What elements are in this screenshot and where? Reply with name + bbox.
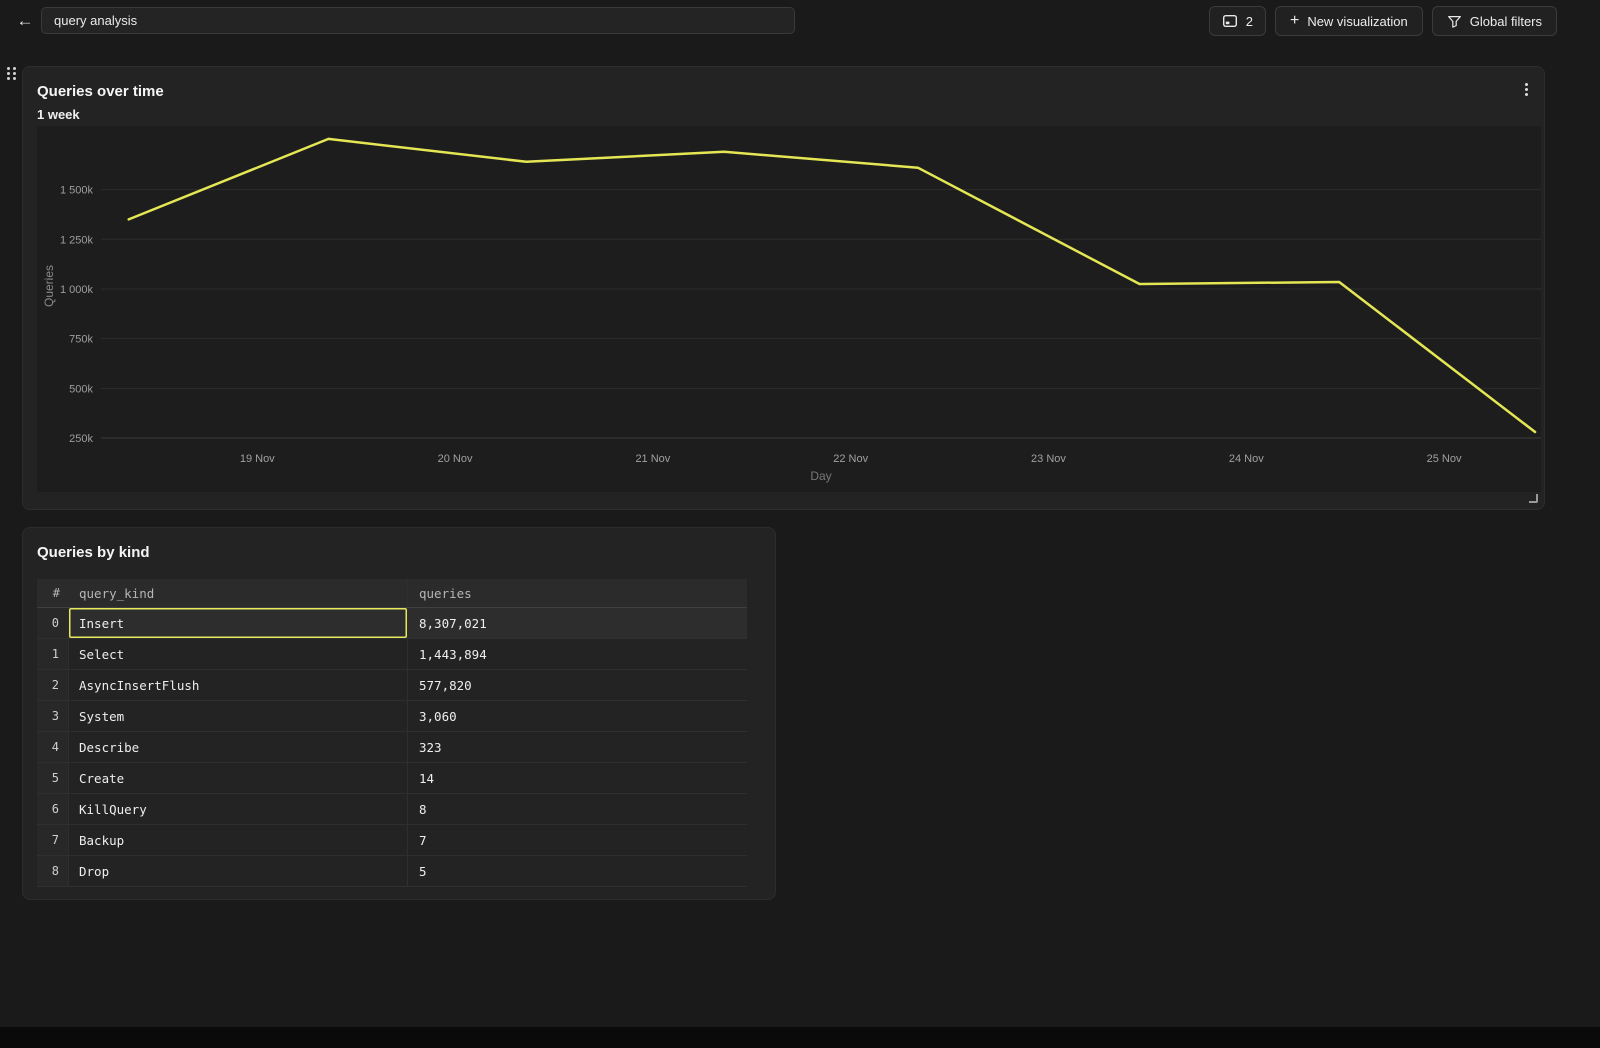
table-row[interactable]: 8 Drop 5: [37, 856, 747, 887]
x-tick-label: 23 Nov: [1031, 453, 1066, 465]
table-row[interactable]: 5 Create 14: [37, 763, 747, 794]
x-tick-label: 19 Nov: [240, 453, 275, 465]
table-row[interactable]: 6 KillQuery 8: [37, 794, 747, 825]
queries-value-cell[interactable]: 323: [407, 732, 747, 762]
y-tick-label: 1 500k: [60, 185, 94, 197]
y-tick-label: 500k: [69, 383, 93, 395]
topbar-actions: 2 + New visualization Global filters: [1208, 6, 1557, 36]
row-index-cell: 8: [37, 856, 69, 886]
queries-value-cell[interactable]: 5: [407, 856, 747, 886]
query-kind-cell[interactable]: Select: [79, 646, 125, 662]
global-filters-label: Global filters: [1469, 13, 1542, 29]
table-row[interactable]: 7 Backup 7: [37, 825, 747, 856]
bottom-strip: [0, 1027, 1600, 1048]
table-panel: Queries by kind # query_kind queries 0 Inser…: [22, 527, 776, 900]
table-row[interactable]: 4 Describe 323: [37, 732, 747, 763]
query-kind-cell[interactable]: Backup: [79, 832, 125, 848]
y-tick-label: 1 250k: [60, 234, 94, 246]
visualization-count: 2: [1245, 13, 1253, 29]
queries-value-cell[interactable]: 7: [407, 825, 747, 855]
y-axis-name: Queries: [42, 265, 56, 307]
back-button[interactable]: ←: [12, 8, 38, 34]
query-kind-cell[interactable]: Describe: [79, 739, 140, 755]
queries-value-cell[interactable]: 577,820: [407, 670, 747, 700]
chart-title: Queries over time: [37, 83, 164, 100]
row-index-cell: 2: [37, 670, 69, 700]
y-tick-label: 750k: [69, 334, 93, 346]
queries-value-cell[interactable]: 1,443,894: [407, 639, 747, 669]
row-index-cell: 3: [37, 701, 69, 731]
column-header-queries: queries: [407, 579, 747, 607]
table-row[interactable]: 0 Insert 8,307,021: [37, 608, 747, 639]
query-kind-cell[interactable]: Insert: [69, 608, 407, 638]
plus-icon: +: [1289, 11, 1300, 29]
chart-subtitle: 1 week: [37, 107, 80, 122]
query-kind-cell[interactable]: AsyncInsertFlush: [79, 677, 200, 693]
y-tick-label: 250k: [69, 433, 93, 445]
visualization-count-button[interactable]: 2: [1208, 6, 1266, 36]
x-axis-name: Day: [810, 469, 831, 483]
queries-value-cell[interactable]: 8,307,021: [407, 608, 747, 638]
row-index-cell: 4: [37, 732, 69, 762]
table-row[interactable]: 1 Select 1,443,894: [37, 639, 747, 670]
query-kind-cell[interactable]: Drop: [79, 863, 110, 879]
top-bar: ← 2 + New visualization Global filters: [0, 0, 1600, 42]
chart-panel: Queries over time 1 week 250k 500k 750k 1 0…: [22, 66, 1545, 510]
x-tick-label: 25 Nov: [1427, 453, 1462, 465]
row-index-cell: 7: [37, 825, 69, 855]
row-index-cell: 6: [37, 794, 69, 824]
x-tick-label: 22 Nov: [833, 453, 868, 465]
x-tick-label: 24 Nov: [1229, 453, 1264, 465]
x-tick-label: 20 Nov: [438, 453, 473, 465]
queries-value-cell[interactable]: 14: [407, 763, 747, 793]
queries-line-series: [127, 137, 1537, 434]
queries-value-cell[interactable]: 3,060: [407, 701, 747, 731]
query-kind-cell[interactable]: Create: [79, 770, 125, 786]
resize-corner-icon[interactable]: [1529, 494, 1538, 503]
kebab-menu-icon[interactable]: [1518, 80, 1534, 98]
table-row[interactable]: 2 AsyncInsertFlush 577,820: [37, 670, 747, 701]
query-kind-cell[interactable]: System: [79, 708, 125, 724]
queries-by-kind-table: # query_kind queries 0 Insert 8,307,021 1 Selec…: [37, 579, 747, 887]
drag-handle-icon[interactable]: [7, 67, 16, 80]
dashboard-title-input[interactable]: [41, 7, 795, 34]
table-header-row: # query_kind queries: [37, 579, 747, 608]
arrow-left-icon: ←: [16, 11, 34, 30]
new-visualization-button[interactable]: + New visualization: [1274, 6, 1423, 36]
table-title: Queries by kind: [37, 544, 150, 561]
column-header-index: #: [52, 586, 60, 600]
query-kind-cell[interactable]: KillQuery: [79, 801, 147, 817]
new-visualization-label: New visualization: [1307, 13, 1408, 29]
queries-value-cell[interactable]: 8: [407, 794, 747, 824]
funnel-icon: [1447, 14, 1462, 29]
table-row[interactable]: 3 System 3,060: [37, 701, 747, 732]
x-tick-label: 21 Nov: [635, 453, 670, 465]
queries-over-time-chart[interactable]: 250k 500k 750k 1 000k 1 250k 1 500k 19 Nov 20 N…: [37, 126, 1541, 492]
y-tick-label: 1 000k: [60, 284, 94, 296]
row-index-cell: 1: [37, 639, 69, 669]
global-filters-button[interactable]: Global filters: [1431, 6, 1557, 36]
row-index-cell: 5: [37, 763, 69, 793]
console-panel-icon: [1222, 13, 1238, 29]
column-header-query-kind: query_kind: [79, 585, 155, 601]
row-index-cell: 0: [37, 608, 69, 638]
